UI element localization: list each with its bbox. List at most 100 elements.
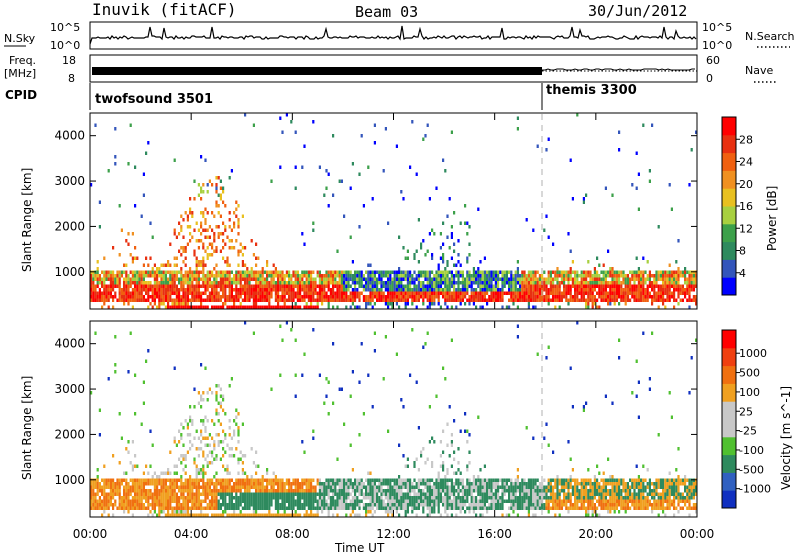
power-cell <box>424 291 427 295</box>
power-cell <box>464 204 467 208</box>
velocity-cell <box>182 499 185 503</box>
power-cell <box>112 295 115 299</box>
velocity-cell <box>147 492 150 496</box>
velocity-cell <box>351 482 354 486</box>
velocity-cell <box>360 499 363 503</box>
velocity-cell <box>107 485 110 489</box>
power-cell <box>369 284 372 288</box>
power-cell <box>305 270 308 274</box>
power-cell <box>475 298 478 302</box>
velocity-cell <box>358 380 361 384</box>
velocity-cell <box>184 454 187 458</box>
velocity-cell <box>387 510 390 514</box>
velocity-cell <box>202 464 205 468</box>
velocity-cell <box>98 433 101 437</box>
power-cell <box>448 197 451 201</box>
power-cell <box>655 298 658 302</box>
velocity-cell <box>145 478 148 482</box>
velocity-cell <box>439 489 442 493</box>
power-cell <box>204 221 207 225</box>
power-cell <box>200 302 203 306</box>
velocity-cell <box>422 492 425 496</box>
power-cell <box>442 295 445 299</box>
power-cell <box>147 270 150 274</box>
velocity-cell <box>160 471 163 475</box>
power-cell <box>666 274 669 278</box>
velocity-cell <box>444 475 447 479</box>
velocity-cell <box>483 478 486 482</box>
power-cell <box>241 274 244 278</box>
velocity-cell <box>389 506 392 510</box>
power-cell <box>325 295 328 299</box>
velocity-cell <box>123 471 126 475</box>
power-cell <box>224 242 227 246</box>
power-cell <box>585 284 588 288</box>
power-cell <box>406 295 409 299</box>
velocity-cell <box>316 513 319 517</box>
power-cell <box>662 302 665 306</box>
velocity-cell <box>402 496 405 500</box>
velocity-cell <box>224 503 227 507</box>
velocity-cell <box>239 485 242 489</box>
power-cell <box>153 274 156 278</box>
velocity-cell <box>208 503 211 507</box>
power-cell <box>279 288 282 292</box>
velocity-cell <box>136 489 139 493</box>
power-cell <box>206 270 209 274</box>
velocity-cell <box>263 496 266 500</box>
velocity-cell <box>193 513 196 517</box>
power-cell <box>444 302 447 306</box>
power-cell <box>613 281 616 285</box>
power-cell <box>186 225 189 229</box>
power-cell <box>140 284 143 288</box>
power-cell <box>279 165 282 169</box>
power-cell <box>195 277 198 281</box>
velocity-cell <box>398 496 401 500</box>
power-cell <box>274 298 277 302</box>
power-cell <box>464 284 467 288</box>
velocity-cell <box>255 478 258 482</box>
power-cell <box>239 284 242 288</box>
velocity-cell <box>468 450 471 454</box>
power-cell <box>613 291 616 295</box>
power-cell <box>151 295 154 299</box>
power-cell <box>182 277 185 281</box>
power-cell <box>123 284 126 288</box>
velocity-cell <box>244 492 247 496</box>
power-cell <box>136 256 139 260</box>
power-cell <box>690 277 693 281</box>
power-cell <box>268 291 271 295</box>
power-cell <box>431 291 434 295</box>
power-cell <box>142 172 145 176</box>
power-cell <box>202 190 205 194</box>
power-cell <box>512 302 515 306</box>
velocity-cell <box>437 471 440 475</box>
power-cell <box>307 298 310 302</box>
power-cell <box>182 305 185 309</box>
power-cell <box>538 281 541 285</box>
power-cell <box>466 284 469 288</box>
velocity-cell <box>151 492 154 496</box>
power-cell <box>248 305 251 309</box>
power-cell <box>571 295 574 299</box>
power-cell <box>261 298 264 302</box>
power-cell <box>272 270 275 274</box>
velocity-cell <box>226 506 229 510</box>
power-cell <box>521 291 524 295</box>
velocity-cell <box>505 489 508 493</box>
power-cell <box>569 288 572 292</box>
power-cell <box>426 270 429 274</box>
velocity-cell <box>479 492 482 496</box>
power-cell <box>103 284 106 288</box>
velocity-cell <box>481 506 484 510</box>
power-cell <box>215 298 218 302</box>
power-cell <box>373 288 376 292</box>
velocity-cell <box>233 454 236 458</box>
velocity-cell <box>228 471 231 475</box>
velocity-cell <box>153 485 156 489</box>
velocity-cell <box>140 478 143 482</box>
power-cell <box>250 284 253 288</box>
power-cell <box>380 281 383 285</box>
power-cell <box>563 274 566 278</box>
